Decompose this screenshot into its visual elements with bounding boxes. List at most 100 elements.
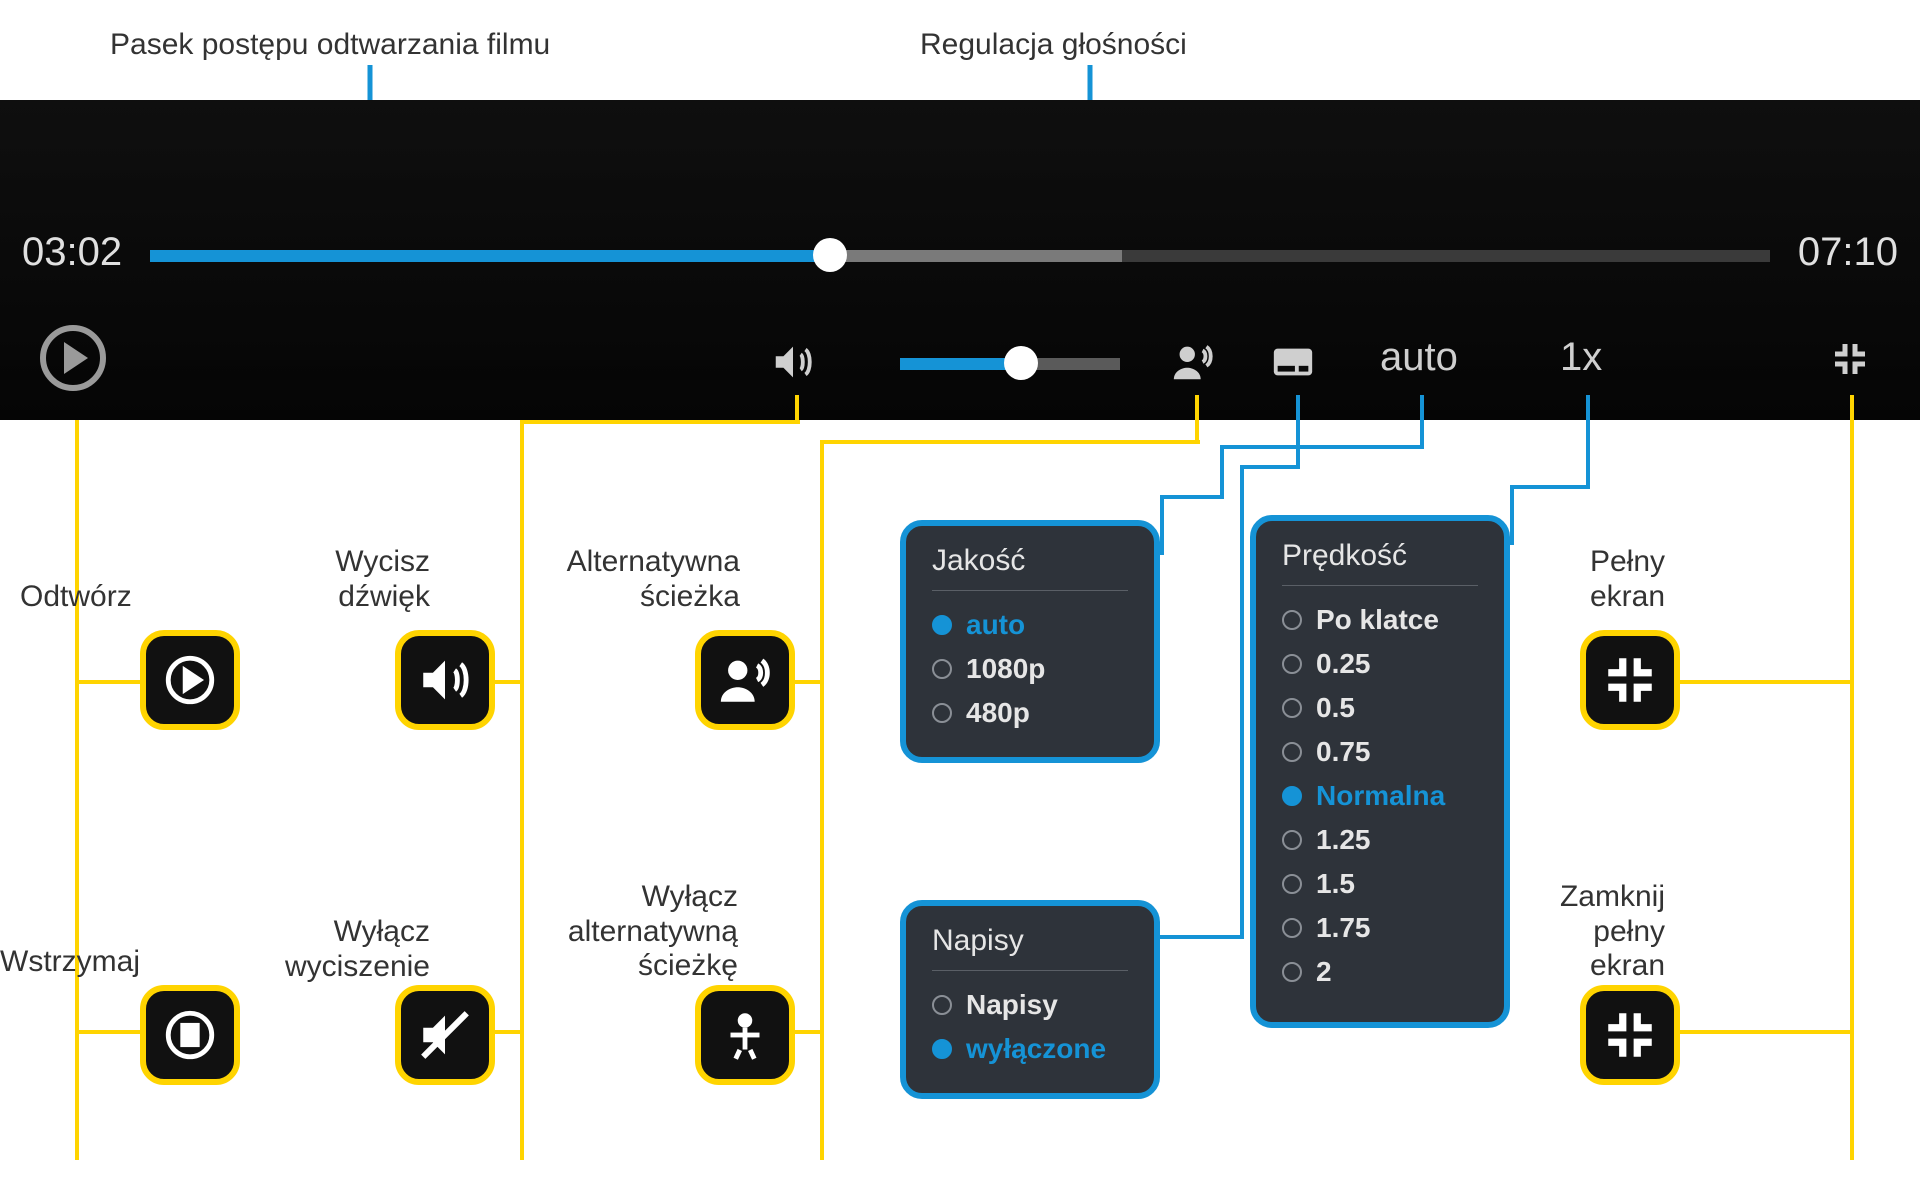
radio-icon bbox=[1282, 874, 1302, 894]
speed-option[interactable]: 2 bbox=[1282, 950, 1478, 994]
connector bbox=[1680, 680, 1854, 684]
fullscreen-exit-tile-label: Zamknijpełnyekran bbox=[1545, 880, 1665, 984]
speed-option[interactable]: Normalna bbox=[1282, 774, 1478, 818]
speed-panel-title: Prędkość bbox=[1282, 539, 1478, 586]
speed-option-label: 0.25 bbox=[1316, 648, 1371, 680]
radio-icon bbox=[1282, 830, 1302, 850]
radio-icon bbox=[1282, 654, 1302, 674]
quality-option[interactable]: 480p bbox=[932, 691, 1128, 735]
quality-options: auto 1080p 480p bbox=[932, 603, 1128, 735]
subtitles-option[interactable]: Napisy bbox=[932, 983, 1128, 1027]
fullscreen-exit-tile[interactable] bbox=[1580, 985, 1680, 1085]
mute-tile[interactable] bbox=[395, 630, 495, 730]
total-time: 07:10 bbox=[1798, 230, 1898, 275]
progress-played bbox=[150, 250, 830, 262]
radio-icon bbox=[932, 615, 952, 635]
quality-option[interactable]: 1080p bbox=[932, 647, 1128, 691]
connector-blue bbox=[1160, 495, 1224, 499]
speed-option[interactable]: 1.5 bbox=[1282, 862, 1478, 906]
subtitles-option[interactable]: wyłączone bbox=[932, 1027, 1128, 1071]
speed-button[interactable]: 1x bbox=[1560, 335, 1602, 380]
fullscreen-button[interactable] bbox=[1830, 339, 1870, 379]
radio-icon bbox=[1282, 698, 1302, 718]
speed-option-label: 1.5 bbox=[1316, 868, 1355, 900]
mute-tile-label: Wyciszdźwięk bbox=[280, 545, 430, 614]
fullscreen-tile[interactable] bbox=[1580, 630, 1680, 730]
connector bbox=[795, 395, 799, 424]
connector-blue bbox=[1296, 395, 1300, 469]
subtitles-button[interactable] bbox=[1270, 339, 1316, 385]
speed-option-label: 0.5 bbox=[1316, 692, 1355, 724]
pause-tile-label: Wstrzymaj bbox=[0, 945, 130, 980]
connector bbox=[1195, 395, 1199, 444]
subtitles-panel: Napisy Napisy wyłączone bbox=[900, 900, 1160, 1099]
connector-blue bbox=[1420, 395, 1424, 449]
play-tile[interactable] bbox=[140, 630, 240, 730]
connector-blue bbox=[1240, 465, 1244, 935]
subtitles-option-label: Napisy bbox=[966, 989, 1058, 1021]
speed-option-label: 1.25 bbox=[1316, 824, 1371, 856]
radio-icon bbox=[932, 703, 952, 723]
alt-track-off-tile-label: Wyłączalternatywnąścieżkę bbox=[538, 880, 738, 984]
alt-track-button[interactable] bbox=[1170, 339, 1216, 385]
alt-track-off-tile[interactable] bbox=[695, 985, 795, 1085]
subtitles-panel-title: Napisy bbox=[932, 924, 1128, 971]
connector bbox=[75, 680, 140, 684]
alt-track-tile[interactable] bbox=[695, 630, 795, 730]
speed-option[interactable]: 1.25 bbox=[1282, 818, 1478, 862]
speed-option[interactable]: 0.25 bbox=[1282, 642, 1478, 686]
quality-option-label: 1080p bbox=[966, 653, 1045, 685]
radio-icon bbox=[1282, 962, 1302, 982]
radio-icon bbox=[932, 1039, 952, 1059]
progress-handle[interactable] bbox=[813, 238, 847, 272]
play-button[interactable] bbox=[40, 325, 106, 391]
radio-icon bbox=[1282, 918, 1302, 938]
quality-option-label: 480p bbox=[966, 697, 1030, 729]
speed-option[interactable]: 1.75 bbox=[1282, 906, 1478, 950]
volume-slider[interactable] bbox=[900, 358, 1120, 370]
radio-icon bbox=[1282, 786, 1302, 806]
speed-option-label: Normalna bbox=[1316, 780, 1445, 812]
connector bbox=[520, 420, 524, 1160]
connector bbox=[520, 420, 800, 424]
radio-icon bbox=[932, 995, 952, 1015]
speed-option[interactable]: 0.5 bbox=[1282, 686, 1478, 730]
connector bbox=[1680, 1030, 1854, 1034]
connector-blue bbox=[1160, 935, 1244, 939]
volume-filled bbox=[900, 358, 1021, 370]
speed-option-label: Po klatce bbox=[1316, 604, 1439, 636]
speed-option[interactable]: Po klatce bbox=[1282, 598, 1478, 642]
callout-progress-label: Pasek postępu odtwarzania filmu bbox=[110, 28, 550, 62]
volume-handle[interactable] bbox=[1004, 346, 1038, 380]
unmute-tile[interactable] bbox=[395, 985, 495, 1085]
connector-blue bbox=[1160, 495, 1164, 555]
unmute-tile-label: Wyłączwyciszenie bbox=[270, 915, 430, 984]
connector-blue bbox=[1510, 485, 1514, 545]
volume-icon[interactable] bbox=[770, 339, 816, 385]
progress-bar[interactable] bbox=[150, 250, 1770, 262]
connector bbox=[820, 440, 824, 1160]
connector-blue bbox=[1220, 445, 1224, 495]
fullscreen-tile-label: Pełnyekran bbox=[1565, 545, 1665, 614]
connector-blue bbox=[1220, 445, 1420, 449]
video-player-bar: 03:02 07:10 bbox=[0, 100, 1920, 420]
quality-panel-title: Jakość bbox=[932, 544, 1128, 591]
connector-blue bbox=[1586, 395, 1590, 489]
speed-option[interactable]: 0.75 bbox=[1282, 730, 1478, 774]
connector bbox=[1850, 395, 1854, 1160]
quality-option-label: auto bbox=[966, 609, 1025, 641]
radio-icon bbox=[1282, 610, 1302, 630]
quality-option[interactable]: auto bbox=[932, 603, 1128, 647]
speed-option-label: 1.75 bbox=[1316, 912, 1371, 944]
current-time: 03:02 bbox=[22, 230, 122, 275]
connector-blue bbox=[1240, 465, 1300, 469]
connector bbox=[820, 440, 1200, 444]
quality-button[interactable]: auto bbox=[1380, 335, 1458, 380]
pause-tile[interactable] bbox=[140, 985, 240, 1085]
alt-track-tile-label: Alternatywnaścieżka bbox=[550, 545, 740, 614]
play-tile-label: Odtwórz bbox=[20, 580, 130, 615]
subtitles-option-label: wyłączone bbox=[966, 1033, 1106, 1065]
speed-panel: Prędkość Po klatce 0.25 0.5 0.75 Normalna 1.2… bbox=[1250, 515, 1510, 1028]
speed-options: Po klatce 0.25 0.5 0.75 Normalna 1.25 1.5 1.75 2 bbox=[1282, 598, 1478, 994]
connector-blue bbox=[1510, 485, 1590, 489]
